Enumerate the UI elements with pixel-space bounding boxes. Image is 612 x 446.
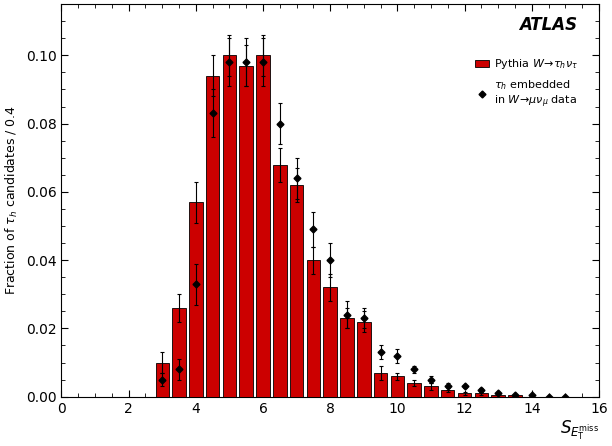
Bar [173, 308, 185, 396]
Text: ATLAS: ATLAS [520, 16, 578, 34]
X-axis label: $S_{E_{\mathrm{T}}^{\mathrm{miss}}}$: $S_{E_{\mathrm{T}}^{\mathrm{miss}}}$ [560, 418, 599, 442]
Bar [340, 318, 354, 396]
Bar [223, 55, 236, 396]
Bar [441, 390, 455, 396]
Bar [273, 165, 286, 396]
Bar [206, 76, 219, 396]
Bar [390, 376, 404, 396]
Bar [239, 66, 253, 396]
Bar [491, 395, 505, 396]
Bar [357, 322, 370, 396]
Legend: Pythia $W\!\rightarrow\!\tau_h\nu_\tau$, $\tau_h$ embedded
in $W\!\rightarrow\!\: Pythia $W\!\rightarrow\!\tau_h\nu_\tau$,… [471, 53, 583, 115]
Bar [307, 260, 320, 396]
Bar [475, 393, 488, 396]
Y-axis label: Fraction of $\tau_h$ candidates / 0.4: Fraction of $\tau_h$ candidates / 0.4 [4, 105, 20, 295]
Bar [374, 373, 387, 396]
Bar [508, 395, 521, 396]
Bar [424, 386, 438, 396]
Bar [458, 393, 471, 396]
Bar [189, 202, 203, 396]
Bar [408, 383, 421, 396]
Bar [256, 55, 270, 396]
Bar [155, 363, 169, 396]
Bar [290, 185, 304, 396]
Bar [324, 288, 337, 396]
